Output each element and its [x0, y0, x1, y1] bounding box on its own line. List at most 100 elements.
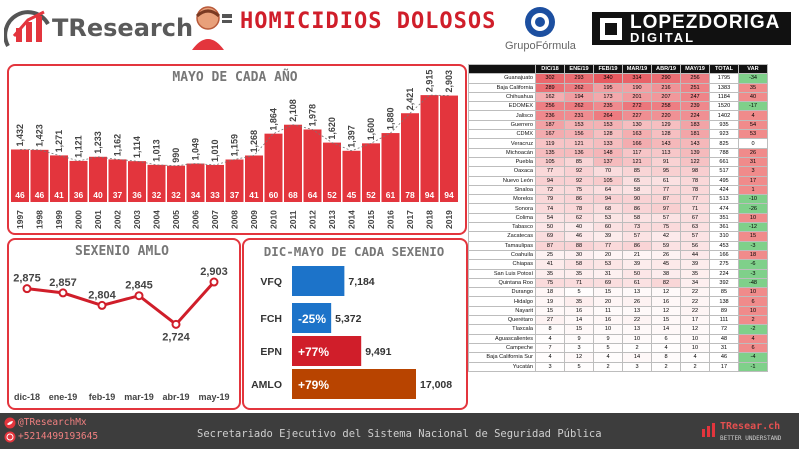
- month-cell: 40: [564, 222, 594, 233]
- month-cell: 264: [593, 110, 623, 121]
- month-cell: 87: [535, 240, 565, 251]
- month-cell: 187: [535, 119, 565, 131]
- total-cell: 48: [709, 333, 739, 344]
- month-cell: 117: [622, 147, 652, 158]
- month-cell: 85: [622, 166, 652, 177]
- month-cell: 87: [651, 194, 681, 205]
- page-title: HOMICIDIOS DOLOSOS: [240, 9, 497, 34]
- month-cell: 12: [651, 305, 681, 317]
- var-cell: -6: [738, 259, 768, 270]
- month-cell: 105: [535, 156, 565, 168]
- bar-2018: [420, 95, 439, 202]
- state-name: Veracruz: [468, 138, 536, 149]
- state-table-wrap: DIC/18 ENE/19 FEB/19 MAR/19 ABR/19 MAY/19 TOTA…: [468, 63, 799, 372]
- footer-twitter[interactable]: @TResearchMx: [18, 417, 87, 428]
- month-cell: 54: [535, 212, 565, 224]
- x-tick-label: 2004: [152, 210, 162, 229]
- month-cell: 194: [564, 91, 594, 103]
- bar-value-label: 990: [171, 148, 181, 163]
- month-cell: 10: [680, 333, 710, 344]
- total-cell: 31: [709, 342, 739, 354]
- month-cell: 15: [593, 287, 623, 298]
- sexenio-bar-vfq: [292, 266, 345, 296]
- var-cell: -26: [738, 203, 768, 214]
- month-cell: 5: [593, 342, 623, 354]
- amlo-x-tick: ene-19: [49, 392, 78, 402]
- bar-daily-label: 36: [74, 190, 84, 200]
- month-cell: 69: [593, 277, 623, 289]
- month-cell: 26: [622, 296, 652, 307]
- month-cell: 13: [622, 287, 652, 298]
- var-cell: 0: [738, 138, 768, 149]
- month-cell: 67: [680, 212, 710, 224]
- table-row: Durango 18 5 15 13 12 22 85 10: [468, 287, 768, 298]
- state-name: Quintana Roo: [468, 277, 536, 289]
- month-cell: 9: [564, 333, 594, 344]
- state-name: Oaxaca: [468, 166, 536, 177]
- month-cell: 86: [564, 194, 594, 205]
- month-cell: 85: [564, 156, 594, 168]
- footer-brand[interactable]: TResear.ch: [720, 421, 781, 432]
- amlo-point: [171, 319, 181, 329]
- month-cell: 57: [680, 231, 710, 242]
- bar-value-label: 1,423: [35, 124, 45, 147]
- var-cell: 40: [738, 91, 768, 103]
- sexenio-change-label: -25%: [298, 312, 326, 326]
- month-cell: 236: [535, 110, 565, 121]
- x-tick-label: 1997: [15, 210, 25, 229]
- footer: [0, 413, 799, 449]
- bar-daily-label: 41: [249, 190, 259, 200]
- amlo-value-label: 2,903: [200, 266, 228, 278]
- var-cell: -4: [738, 352, 768, 363]
- sexenio-bar-amlo: [292, 369, 416, 399]
- brand-name: TResearch: [52, 14, 194, 42]
- var-cell: -34: [738, 73, 768, 84]
- chart-sexenio-amlo: 2,875 dic-18 2,857 ene-19 2,804 feb-19 2,845 ma…: [13, 266, 229, 402]
- table-row: Baja California Sur 4 12 4 14 8 4 46 -4: [468, 352, 768, 363]
- var-cell: 18: [738, 249, 768, 261]
- table-row: Sonora 74 78 68 86 97 71 474 -26: [468, 203, 768, 214]
- bar-2014: [342, 150, 361, 202]
- month-cell: 59: [651, 240, 681, 251]
- month-cell: 11: [593, 305, 623, 317]
- month-cell: 15: [564, 324, 594, 335]
- bar-daily-label: 60: [269, 190, 279, 200]
- bar-2011: [284, 124, 302, 202]
- whatsapp-icon: [4, 431, 16, 443]
- month-cell: 35: [680, 268, 710, 279]
- month-cell: 340: [593, 73, 623, 84]
- var-cell: -48: [738, 277, 768, 289]
- bar-daily-label: 78: [405, 190, 415, 200]
- month-cell: 20: [593, 249, 623, 261]
- month-cell: 2: [680, 361, 710, 372]
- total-cell: 513: [709, 194, 739, 205]
- total-cell: 361: [709, 222, 739, 233]
- total-cell: 517: [709, 166, 739, 177]
- x-tick-label: 2007: [210, 210, 220, 229]
- table-row: Tamaulipas 87 88 77 86 59 56 453 -3: [468, 240, 768, 251]
- month-cell: 86: [622, 240, 652, 251]
- month-cell: 136: [564, 147, 594, 158]
- footer-phone[interactable]: +5214499193645: [18, 431, 99, 442]
- state-name: Guerrero: [468, 119, 536, 131]
- month-cell: 65: [622, 175, 652, 186]
- bar-value-label: 2,903: [444, 70, 454, 93]
- month-cell: 16: [651, 296, 681, 307]
- month-cell: 22: [680, 305, 710, 317]
- month-cell: 13: [622, 324, 652, 335]
- total-cell: 474: [709, 203, 739, 214]
- month-cell: 73: [622, 222, 652, 233]
- amlo-x-tick: abr-19: [162, 392, 189, 402]
- x-tick-label: 2018: [425, 210, 435, 229]
- table-row: Veracruz 119 121 133 166 143 143 825 0: [468, 138, 768, 149]
- bar-value-label: 1,049: [191, 138, 201, 161]
- var-cell: -1: [738, 361, 768, 372]
- month-cell: 4: [535, 333, 565, 344]
- table-row: Chiapas 41 58 53 39 45 39 275 -6: [468, 259, 768, 270]
- bar-value-label: 1,978: [308, 104, 318, 127]
- state-name: Coahuila: [468, 249, 536, 261]
- table-row: Puebla 105 85 137 121 91 122 661 31: [468, 156, 768, 168]
- month-cell: 12: [651, 287, 681, 298]
- month-cell: 35: [564, 296, 594, 307]
- table-row: Zacatecas 69 46 39 57 42 57 310 15: [468, 231, 768, 242]
